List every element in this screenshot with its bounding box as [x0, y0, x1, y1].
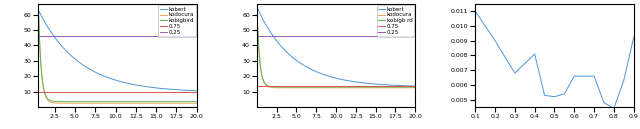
kobigb rd: [359, 86, 367, 88]
kobigb rd: [253, 6, 260, 8]
kobigbird: [106, 101, 114, 102]
kodocura: [154, 102, 162, 104]
kobigbird: [143, 101, 151, 102]
kodocura: [193, 102, 200, 104]
kobert: [154, 87, 161, 89]
kodocura: [294, 87, 301, 89]
kobigb rd: [324, 86, 332, 88]
kobigbird: [128, 101, 136, 102]
Line: kodocura: kodocura: [257, 7, 415, 88]
0.75: [31, 91, 38, 92]
kodocura: [281, 87, 289, 89]
0.75: [261, 85, 269, 86]
kodocura: [128, 102, 136, 104]
kobigbird: [76, 101, 83, 102]
kobert: [35, 9, 42, 11]
kobigbird: [154, 101, 162, 102]
kobert: [63, 50, 70, 52]
kodocura: [76, 102, 83, 104]
kodocura: [35, 6, 42, 8]
0.75: [38, 91, 46, 92]
Legend: kobert, kodocura, kobigb rd, 0.75, 0.25: kobert, kodocura, kobigb rd, 0.75, 0.25: [376, 5, 414, 37]
kodocura: [253, 6, 260, 8]
kobert: [412, 85, 419, 87]
kobigb rd: [355, 86, 363, 88]
kobigb rd: [346, 86, 354, 88]
kodocura: [355, 87, 363, 89]
kodocura: [324, 87, 332, 89]
kobigbird: [193, 101, 200, 102]
kobigb rd: [281, 86, 289, 88]
kodocura: [372, 87, 380, 89]
kobert: [140, 86, 148, 87]
kobert: [193, 90, 200, 92]
kobert: [359, 82, 367, 84]
kodocura: [143, 102, 151, 104]
kodocura: [346, 87, 354, 89]
kobigb rd: [372, 86, 380, 88]
kodocura: [359, 87, 367, 89]
kobigbird: [63, 101, 70, 102]
kobigb rd: [294, 86, 301, 88]
0.25: [38, 35, 46, 37]
kodocura: [63, 102, 70, 104]
kobert: [372, 83, 380, 85]
kobert: [294, 60, 301, 62]
kobert: [253, 6, 260, 8]
kodocura: [412, 87, 419, 89]
kobert: [128, 83, 136, 85]
0.75: [253, 85, 260, 86]
Line: kobigb rd: kobigb rd: [257, 7, 415, 87]
Line: kobert: kobert: [38, 10, 196, 91]
kodocura: [140, 102, 148, 104]
0.25: [253, 35, 260, 37]
Line: kodocura: kodocura: [38, 7, 196, 103]
kobert: [346, 80, 354, 82]
kodocura: [106, 102, 114, 104]
0.25: [31, 35, 38, 37]
kobigbird: [35, 6, 42, 8]
Line: kobigbird: kobigbird: [38, 7, 196, 102]
kobert: [324, 75, 332, 77]
kobigb rd: [412, 86, 419, 88]
Legend: kobert, kodocura, kobigbird, 0.75, 0.25: kobert, kodocura, kobigbird, 0.75, 0.25: [159, 5, 196, 37]
kobert: [106, 78, 114, 79]
kobert: [76, 61, 83, 63]
kobert: [281, 50, 289, 51]
Line: kobert: kobert: [257, 7, 415, 86]
kobigbird: [140, 101, 148, 102]
0.25: [261, 35, 269, 37]
